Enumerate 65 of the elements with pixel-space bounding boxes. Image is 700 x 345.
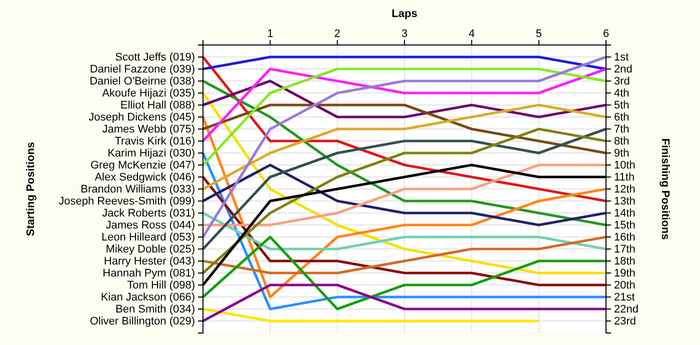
y-tick-label: 15th: [614, 220, 636, 232]
line-series: [202, 164, 608, 226]
text: Kian Jackson (066): [100, 292, 195, 304]
text: Harry Hester (043): [104, 256, 195, 268]
text: Joseph Reeves-Smith (099): [58, 196, 195, 208]
line-series: [202, 128, 608, 274]
text: Travis Kirk (016): [114, 136, 195, 148]
y-tick-label: 12th: [614, 184, 636, 196]
x-tick-label: 5: [536, 28, 542, 40]
y-tick-label: 13th: [614, 196, 636, 208]
text: Akoufe Hijazi (035): [102, 88, 195, 100]
line-series: [202, 104, 608, 154]
text: Elliot Hall (088): [120, 100, 195, 112]
line-series: [202, 56, 608, 238]
text: Starting Positions: [25, 142, 37, 236]
y-tick-label: 22nd: [614, 304, 638, 316]
text: Jack Roberts (031): [102, 208, 195, 220]
y-tick-label: 7th: [614, 124, 630, 136]
text: James Webb (075): [102, 124, 195, 136]
line-series: [202, 68, 608, 166]
line-series: [202, 236, 608, 274]
y-tick-label: 14th: [614, 208, 636, 220]
text: James Ross (044): [106, 220, 195, 232]
text: Hannah Pym (081): [102, 268, 195, 280]
y-tick-label: 3rd: [614, 76, 630, 88]
x-tick-label: 1: [267, 28, 274, 40]
y-tick-label: 2nd: [614, 64, 632, 76]
text: Daniel O'Beirne (038): [90, 76, 195, 88]
text: Ben Smith (034): [116, 304, 195, 316]
x-tick-label: 3: [401, 28, 408, 40]
y-tick-label: 23rd: [614, 316, 636, 328]
line-series: [202, 104, 608, 190]
x-tick-label: 2: [334, 28, 340, 40]
y-tick-label: 5th: [614, 100, 630, 112]
text: Scott Jeffs (019): [115, 52, 195, 64]
line-series: [202, 236, 608, 310]
y-tick-label: 8th: [614, 136, 630, 148]
y-tick-label: 1st: [614, 52, 629, 64]
line-series: [202, 68, 608, 142]
y-tick-label: 17th: [614, 244, 636, 256]
text: Karim Hijazi (030): [108, 148, 195, 160]
y2-axis-title: Finishing Positions: [659, 138, 671, 240]
line-series: [202, 128, 608, 250]
y-tick-label: 6th: [614, 112, 630, 124]
text: Oliver Billington (029): [90, 316, 195, 328]
y-tick-label: 18th: [614, 256, 636, 268]
text: Tom Hill (098): [127, 280, 195, 292]
text: Daniel Fazzone (039): [90, 64, 195, 76]
x-axis-title: Laps: [392, 8, 418, 20]
text: Brandon Williams (033): [80, 184, 195, 196]
x-tick-label: 6: [602, 28, 610, 40]
text: Greg McKenzie (047): [90, 160, 195, 172]
y-tick-label: 10th: [614, 160, 636, 172]
y-tick-label: 4th: [614, 88, 630, 100]
y-tick-label: 11th: [614, 172, 635, 184]
text: Mikey Doble (025): [106, 244, 195, 256]
y-tick-label: 20th: [614, 280, 636, 292]
y-tick-label: 9th: [614, 148, 630, 160]
y-tick-label: 21st: [614, 292, 635, 304]
text: Joseph Dickens (045): [88, 112, 195, 124]
x-tick-label: 4: [468, 28, 475, 40]
y-tick-label: 19th: [614, 268, 636, 280]
text: Leon Hilleard (053): [101, 232, 195, 244]
text: Alex Sedgwick (046): [94, 172, 195, 184]
y-tick-label: 16th: [614, 232, 636, 244]
